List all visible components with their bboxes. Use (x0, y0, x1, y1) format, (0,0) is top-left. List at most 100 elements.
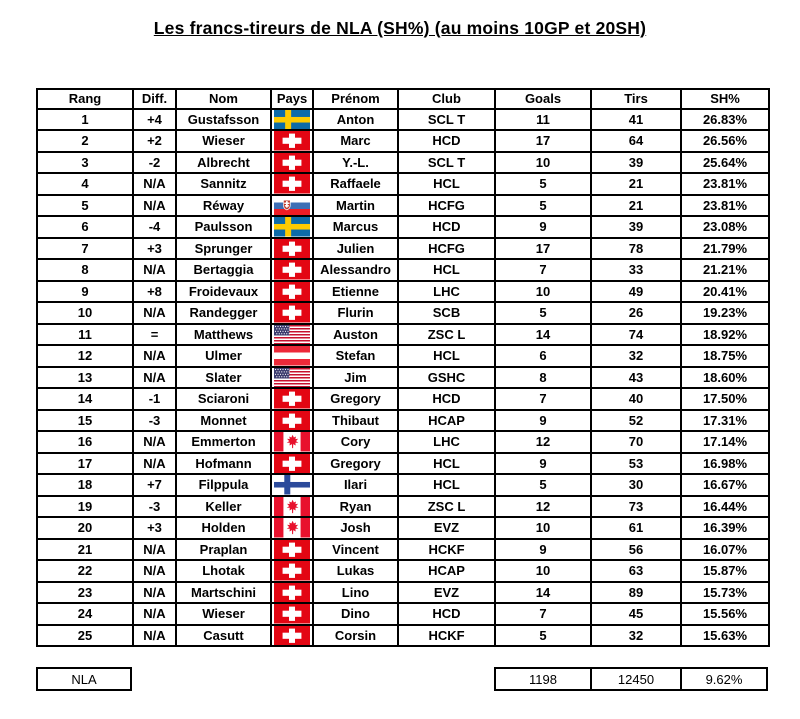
cell-rang: 8 (36, 258, 134, 282)
cell-club: HCD (397, 387, 496, 411)
cell-goals: 12 (494, 430, 592, 454)
cell-tirs: 64 (590, 129, 682, 153)
cell-goals: 14 (494, 580, 592, 604)
cell-tirs: 33 (590, 258, 682, 282)
cell-sh: 23.08% (680, 215, 770, 239)
cell-nom: Martschini (175, 580, 272, 604)
league-label-box: NLA (36, 667, 132, 691)
cell-goals: 7 (494, 387, 592, 411)
flag-switzerland-icon (274, 174, 310, 193)
cell-goals: 7 (494, 258, 592, 282)
cell-goals: 12 (494, 494, 592, 518)
cell-nom: Wieser (175, 602, 272, 626)
table-row: 13 N/A Slater Jim GSHC 8 43 18.60% (36, 365, 770, 389)
cell-goals: 17 (494, 236, 592, 260)
page-title: Les francs-tireurs de NLA (SH%) (au moin… (153, 18, 647, 38)
table-row: 12 N/A Ulmer Stefan HCL 6 32 18.75% (36, 344, 770, 368)
cell-pays (270, 236, 314, 260)
flag-switzerland-icon (274, 561, 310, 580)
cell-nom: Praplan (175, 537, 272, 561)
cell-tirs: 26 (590, 301, 682, 325)
cell-diff: N/A (132, 365, 177, 389)
table-row: 11 = Matthews Auston ZSC L 14 74 18.92% (36, 322, 770, 346)
cell-tirs: 39 (590, 215, 682, 239)
cell-sh: 20.41% (680, 279, 770, 303)
cell-club: GSHC (397, 365, 496, 389)
cell-club: HCKF (397, 537, 496, 561)
cell-goals: 5 (494, 301, 592, 325)
cell-prenom: Dino (312, 602, 399, 626)
cell-rang: 24 (36, 602, 134, 626)
cell-nom: Albrecht (175, 150, 272, 174)
cell-diff: N/A (132, 172, 177, 196)
table-row: 21 N/A Praplan Vincent HCKF 9 56 16.07% (36, 537, 770, 561)
table-row: 14 -1 Sciaroni Gregory HCD 7 40 17.50% (36, 387, 770, 411)
cell-rang: 19 (36, 494, 134, 518)
table-row: 7 +3 Sprunger Julien HCFG 17 78 21.79% (36, 236, 770, 260)
table-row: 6 -4 Paulsson Marcus HCD 9 39 23.08% (36, 215, 770, 239)
total-sh: 9.62% (680, 669, 766, 689)
cell-tirs: 74 (590, 322, 682, 346)
cell-prenom: Thibaut (312, 408, 399, 432)
cell-diff: +8 (132, 279, 177, 303)
flag-switzerland-icon (274, 260, 310, 279)
cell-rang: 9 (36, 279, 134, 303)
cell-goals: 9 (494, 451, 592, 475)
cell-tirs: 40 (590, 387, 682, 411)
cell-pays (270, 537, 314, 561)
flag-switzerland-icon (274, 411, 310, 430)
cell-club: LHC (397, 430, 496, 454)
cell-tirs: 49 (590, 279, 682, 303)
cell-goals: 5 (494, 172, 592, 196)
flag-switzerland-icon (274, 389, 310, 408)
flag-switzerland-icon (274, 626, 310, 645)
cell-pays (270, 430, 314, 454)
cell-tirs: 32 (590, 344, 682, 368)
cell-diff: +4 (132, 107, 177, 131)
cell-nom: Filppula (175, 473, 272, 497)
flag-austria-icon (274, 346, 310, 365)
cell-nom: Casutt (175, 623, 272, 647)
cell-goals: 17 (494, 129, 592, 153)
flag-canada-icon (274, 432, 310, 451)
cell-sh: 18.92% (680, 322, 770, 346)
cell-sh: 26.83% (680, 107, 770, 131)
cell-diff: N/A (132, 602, 177, 626)
cell-tirs: 41 (590, 107, 682, 131)
cell-prenom: Marcus (312, 215, 399, 239)
cell-goals: 10 (494, 559, 592, 583)
total-goals: 1198 (529, 671, 557, 687)
cell-pays (270, 559, 314, 583)
cell-sh: 17.31% (680, 408, 770, 432)
cell-goals: 10 (494, 516, 592, 540)
cell-sh: 16.67% (680, 473, 770, 497)
cell-diff: N/A (132, 193, 177, 217)
cell-prenom: Y.-L. (312, 150, 399, 174)
cell-pays (270, 494, 314, 518)
cell-diff: +2 (132, 129, 177, 153)
cell-diff: -1 (132, 387, 177, 411)
cell-sh: 19.23% (680, 301, 770, 325)
cell-club: HCL (397, 172, 496, 196)
table-row: 5 N/A Réway Martin HCFG 5 21 23.81% (36, 193, 770, 217)
cell-pays (270, 107, 314, 131)
cell-goals: 6 (494, 344, 592, 368)
cell-nom: Froidevaux (175, 279, 272, 303)
flag-switzerland-icon (274, 239, 310, 258)
cell-tirs: 89 (590, 580, 682, 604)
flag-switzerland-icon (274, 454, 310, 473)
cell-sh: 18.60% (680, 365, 770, 389)
cell-nom: Matthews (175, 322, 272, 346)
table-row: 24 N/A Wieser Dino HCD 7 45 15.56% (36, 602, 770, 626)
cell-nom: Emmerton (175, 430, 272, 454)
cell-rang: 22 (36, 559, 134, 583)
cell-rang: 1 (36, 107, 134, 131)
cell-sh: 18.75% (680, 344, 770, 368)
cell-nom: Lhotak (175, 559, 272, 583)
cell-goals: 14 (494, 322, 592, 346)
cell-club: SCL T (397, 150, 496, 174)
header-sh: SH% (680, 88, 770, 110)
cell-pays (270, 580, 314, 604)
cell-prenom: Jim (312, 365, 399, 389)
